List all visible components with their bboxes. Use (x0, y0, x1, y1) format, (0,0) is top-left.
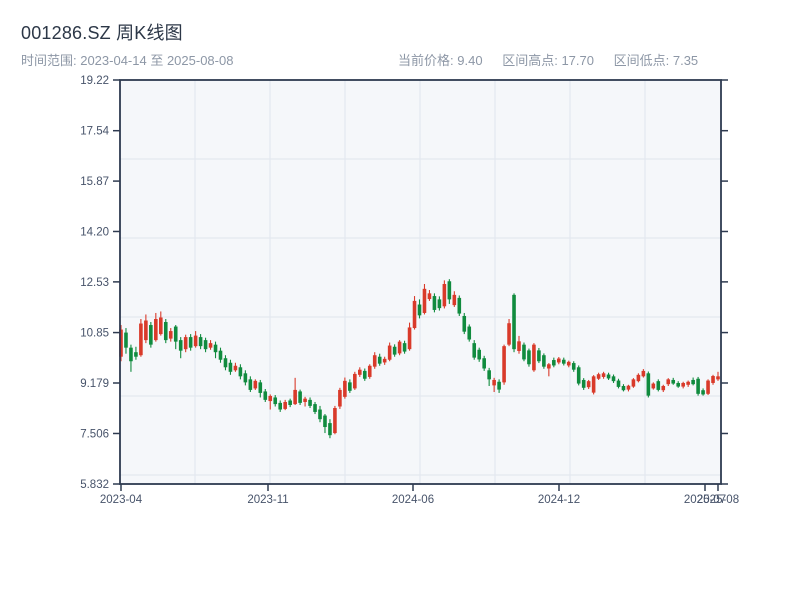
svg-text:10.85: 10.85 (80, 328, 109, 340)
stat-range-low-value: 7.35 (672, 53, 699, 68)
stat-current-price: 当前价格: 9.40 (398, 53, 483, 68)
stat-current-price-value: 9.40 (457, 53, 483, 68)
svg-text:2023-04: 2023-04 (100, 494, 143, 506)
stat-range-high-label: 区间高点: (502, 53, 558, 68)
svg-text:12.53: 12.53 (80, 277, 109, 289)
svg-text:15.87: 15.87 (80, 176, 109, 188)
svg-text:7.506: 7.506 (80, 428, 109, 440)
svg-text:9.179: 9.179 (80, 378, 109, 390)
stat-current-price-label: 当前价格: (398, 53, 454, 68)
stat-range-low-label: 区间低点: (613, 53, 670, 68)
price-stats: 当前价格: 9.40 区间高点: 17.70 区间低点: 7.35 (398, 50, 698, 69)
svg-text:17.54: 17.54 (80, 126, 109, 138)
svg-text:2024-06: 2024-06 (392, 494, 434, 506)
stat-range-low: 区间低点: 7.35 (614, 53, 699, 68)
svg-text:2025-08: 2025-08 (697, 494, 739, 506)
stat-range-high-value: 17.70 (561, 53, 594, 68)
time-range-label: 时间范围: 2023-04-14 至 2025-08-08 (21, 53, 234, 68)
svg-text:2023-11: 2023-11 (247, 494, 288, 506)
svg-text:5.832: 5.832 (80, 479, 109, 491)
stat-range-high: 区间高点: 17.70 (502, 53, 594, 68)
svg-text:2025-07: 2025-07 (684, 494, 726, 506)
svg-text:2024-12: 2024-12 (538, 494, 580, 506)
page-title: 001286.SZ 周K线图 (21, 23, 183, 43)
svg-text:19.22: 19.22 (80, 75, 109, 87)
svg-text:14.20: 14.20 (80, 226, 109, 238)
